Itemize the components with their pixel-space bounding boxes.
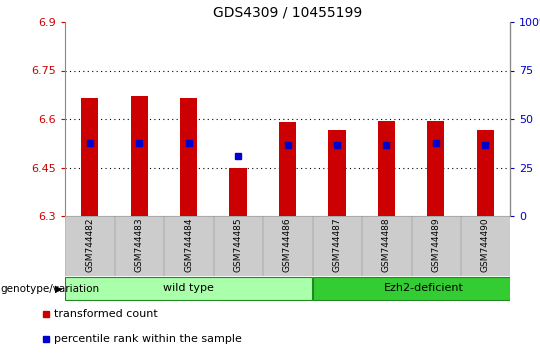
Bar	[65, 216, 114, 276]
Bar	[81, 98, 98, 216]
Bar	[313, 277, 534, 300]
Bar	[264, 216, 312, 276]
Bar	[164, 216, 213, 276]
Text: GSM744487: GSM744487	[333, 217, 341, 272]
Bar	[378, 121, 395, 216]
Text: transformed count: transformed count	[54, 309, 158, 319]
Bar	[115, 216, 164, 276]
Text: wild type: wild type	[163, 283, 214, 293]
Text: genotype/variation: genotype/variation	[0, 284, 99, 293]
Text: percentile rank within the sample: percentile rank within the sample	[54, 333, 242, 344]
Bar	[131, 96, 148, 216]
Text: GSM744485: GSM744485	[234, 217, 242, 272]
Bar	[362, 216, 410, 276]
Bar	[313, 216, 361, 276]
Bar	[230, 167, 247, 216]
Text: GSM744483: GSM744483	[134, 217, 144, 272]
Text: GSM744489: GSM744489	[431, 217, 440, 272]
Text: GSM744490: GSM744490	[481, 217, 490, 272]
Text: GSM744484: GSM744484	[184, 218, 193, 272]
Text: Ezh2-deficient: Ezh2-deficient	[383, 283, 463, 293]
Title: GDS4309 / 10455199: GDS4309 / 10455199	[213, 5, 362, 19]
Bar	[65, 277, 312, 300]
Bar	[477, 130, 494, 216]
Text: ▶: ▶	[55, 284, 62, 293]
Bar	[328, 130, 346, 216]
Bar	[214, 216, 262, 276]
Bar	[427, 121, 444, 216]
Bar	[461, 216, 510, 276]
Bar	[411, 216, 460, 276]
Bar	[180, 98, 197, 216]
Bar	[279, 121, 296, 216]
Text: GSM744488: GSM744488	[382, 217, 391, 272]
Text: GSM744482: GSM744482	[85, 218, 94, 272]
Text: GSM744486: GSM744486	[283, 217, 292, 272]
